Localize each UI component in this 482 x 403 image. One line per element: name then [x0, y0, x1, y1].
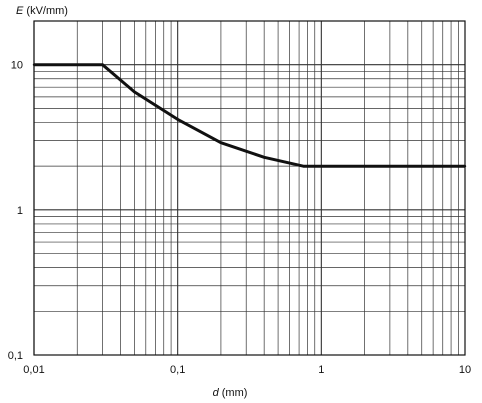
data-point: [32, 63, 36, 66]
x-tick-labels: 0,01 0,1 1 10: [23, 364, 471, 376]
series-layer: [32, 63, 467, 168]
y-tick-labels: 0,1 1 10: [8, 60, 23, 362]
data-point: [101, 63, 104, 66]
data-point: [133, 90, 136, 94]
x-tick-label: 0,01: [23, 364, 44, 376]
y-tick-label: 0,1: [8, 350, 23, 362]
data-point: [463, 164, 467, 168]
y-tick-label: 10: [11, 60, 23, 72]
x-tick-label: 0,1: [170, 364, 185, 376]
y-axis-title: E (kV/mm): [16, 5, 68, 17]
x-axis-title: d (mm): [213, 387, 248, 399]
plot-frame: [33, 20, 466, 356]
y-axis-symbol: E: [16, 5, 24, 17]
grid: [33, 20, 465, 356]
x-tick-label: 10: [459, 364, 471, 376]
data-point: [176, 118, 179, 121]
x-tick-label: 1: [318, 364, 324, 376]
data-point: [262, 156, 266, 159]
data-point: [219, 141, 223, 144]
y-axis-unit: (kV/mm): [26, 5, 68, 17]
y-tick-label: 1: [17, 205, 23, 217]
series-line: [34, 63, 465, 168]
data-point: [302, 164, 305, 168]
x-axis-unit: (mm): [222, 387, 248, 399]
x-axis-symbol: d: [213, 387, 220, 399]
